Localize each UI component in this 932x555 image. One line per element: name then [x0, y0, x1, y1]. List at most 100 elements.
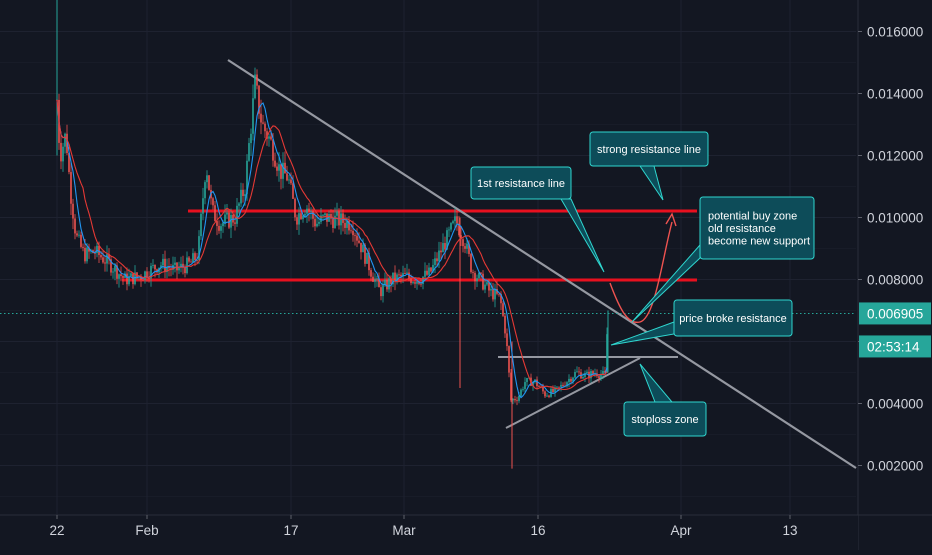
candle-body [352, 230, 354, 236]
candle-body [254, 74, 256, 99]
candle-body [264, 123, 266, 132]
candle-body [324, 213, 326, 216]
candle-body [592, 371, 594, 374]
candle-body [146, 271, 148, 279]
candle-body [116, 265, 118, 279]
candle-body [514, 399, 516, 401]
candle-body [320, 215, 322, 222]
candle-body [252, 98, 254, 134]
candle-body [76, 233, 78, 236]
candle-body [284, 162, 286, 174]
candle-body [68, 153, 70, 173]
last-price-badge [859, 302, 931, 325]
candle-body [394, 272, 396, 282]
candle-body [350, 230, 352, 232]
candle-body [402, 273, 404, 277]
candle-body [102, 257, 104, 263]
candle-body [96, 245, 98, 254]
candle-body [476, 278, 478, 282]
candle-body [452, 221, 454, 224]
candle-body [268, 136, 270, 139]
candle-body [244, 194, 246, 197]
candle-body [328, 213, 330, 222]
candle-body [388, 278, 390, 290]
candle-body [292, 183, 294, 199]
candle-body [434, 258, 436, 265]
candle-body [448, 229, 450, 231]
annotation-first-resistance[interactable]: 1st resistance line [470, 166, 605, 273]
candle-body [454, 216, 456, 222]
annotation-stoploss[interactable]: stoploss zone [623, 363, 707, 437]
candle-body [518, 395, 520, 401]
candle-body [516, 400, 518, 402]
candle-body [202, 198, 204, 214]
annotation-strong-resistance[interactable]: strong resistance line [589, 131, 709, 201]
candle-body [258, 85, 260, 114]
candle-body [360, 242, 362, 253]
candle-body [536, 379, 538, 387]
candle-body [114, 265, 116, 272]
candle-body [304, 213, 306, 216]
candle-body [602, 370, 604, 375]
candle-body [110, 259, 112, 273]
candle-body [412, 282, 414, 284]
candle-body [230, 215, 232, 228]
candle-body [222, 222, 224, 227]
candle-body [64, 133, 66, 147]
candle-body [484, 284, 486, 290]
candle-body [122, 276, 124, 278]
candle-body [346, 220, 348, 228]
candle-body [426, 270, 428, 275]
annotation-box [589, 131, 709, 167]
candle-body [404, 273, 406, 274]
candle-body [234, 222, 236, 224]
candle-body [508, 346, 510, 373]
annotation-broke-resistance[interactable]: price broke resistance [610, 299, 793, 346]
candle-body [106, 254, 108, 264]
candle-body [378, 278, 380, 288]
candle-body [502, 303, 504, 316]
price-axis[interactable] [858, 0, 932, 550]
candle-body [490, 288, 492, 291]
candle-body [368, 252, 370, 271]
annotation-box [623, 401, 707, 437]
x-tick-label: 17 [283, 523, 298, 538]
candle-body [606, 334, 608, 373]
candle-body [494, 288, 496, 300]
descending-trendline[interactable] [227, 59, 857, 469]
countdown-badge [859, 335, 931, 358]
candle-body [504, 315, 506, 334]
candle-body [442, 243, 444, 253]
time-axis[interactable] [0, 515, 858, 550]
candle-body [506, 333, 508, 347]
annotations: strong resistance line 1st resistance lin… [470, 131, 815, 437]
candle-body [260, 113, 262, 123]
candle-body [70, 172, 72, 204]
candle-body [366, 252, 368, 264]
candle-body [410, 277, 412, 284]
candle-body [432, 264, 434, 272]
candle-body [86, 247, 88, 262]
candle-body [300, 213, 302, 220]
candle-body [180, 263, 182, 268]
candle-body [546, 395, 548, 397]
candle-body [308, 208, 310, 212]
candle-body [228, 212, 230, 228]
candle-body [482, 273, 484, 290]
candle-body [376, 278, 378, 280]
candle-body [160, 265, 162, 268]
candle-body [406, 272, 408, 274]
candle-body [568, 378, 570, 383]
candle-body [134, 272, 136, 285]
y-tick-label: 0.014000 [867, 87, 923, 102]
candle-body [468, 243, 470, 254]
x-tick-label: Feb [135, 523, 158, 538]
candle-body [190, 261, 192, 263]
annotation-text: old resistance [708, 223, 776, 235]
candle-body [332, 218, 334, 228]
candle-body [522, 389, 524, 390]
ascending-support-line[interactable] [505, 357, 641, 429]
